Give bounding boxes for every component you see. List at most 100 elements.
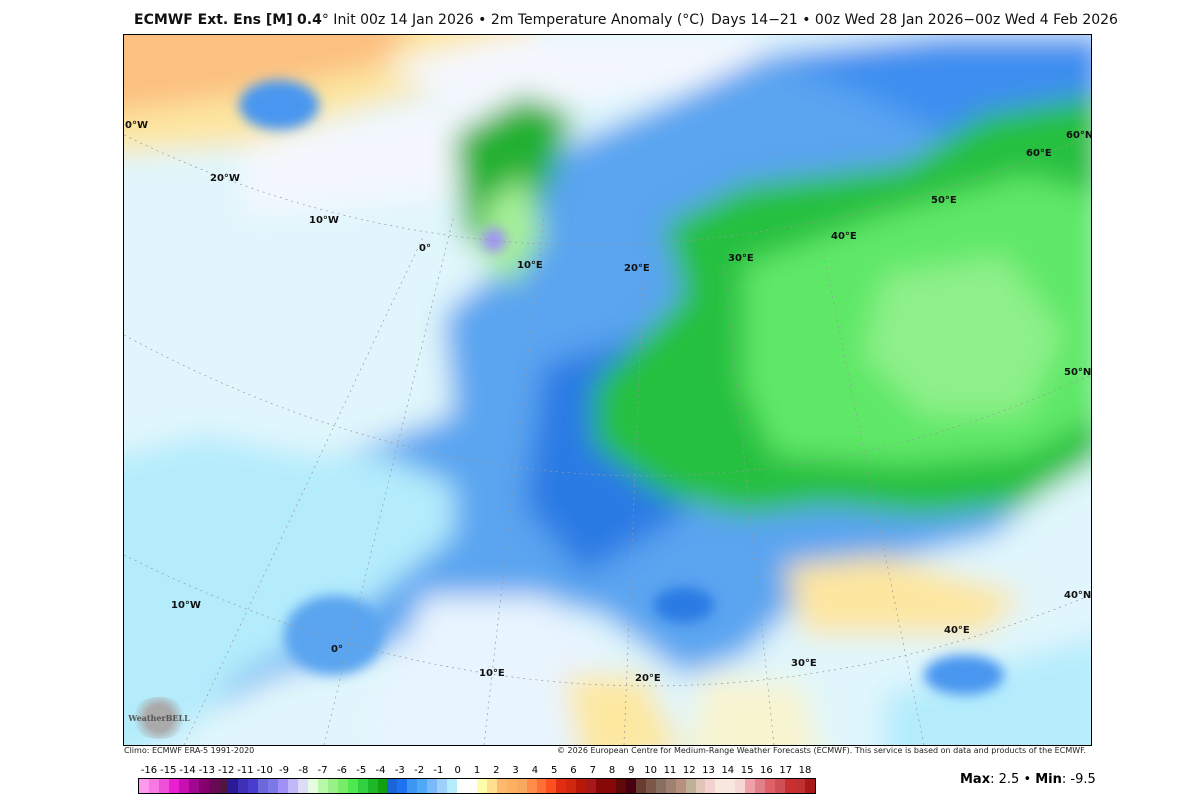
colorbar-label: 0 <box>454 765 461 776</box>
colorbar-label: 9 <box>628 765 635 776</box>
colorbar-label: -15 <box>160 765 177 776</box>
colorbar-label: 10 <box>644 765 658 776</box>
colorbar-swatch <box>228 779 239 793</box>
colorbar-swatch <box>576 779 587 793</box>
grid-label: 50°E <box>931 195 957 206</box>
colorbar-swatch <box>377 779 388 793</box>
colorbar-swatch <box>526 779 537 793</box>
colorbar-label: -4 <box>375 765 386 776</box>
colorbar-swatch <box>258 779 269 793</box>
colorbar-swatch <box>218 779 229 793</box>
colorbar-label: -13 <box>198 765 216 776</box>
grid-label: 0°W <box>125 120 148 131</box>
colorbar-swatch <box>516 779 527 793</box>
logo-text: WeatherBELL <box>128 713 190 723</box>
colorbar-label: 12 <box>682 765 696 776</box>
colorbar-swatch <box>268 779 279 793</box>
colorbar-swatch <box>168 779 179 793</box>
colorbar-swatch <box>556 779 567 793</box>
colorbar-label: 14 <box>721 765 735 776</box>
colorbar-swatch <box>705 779 716 793</box>
colorbar-swatch <box>307 779 318 793</box>
grid-label: 60°N <box>1066 130 1092 141</box>
colorbar-swatch <box>804 779 815 793</box>
colorbar-swatch <box>506 779 517 793</box>
colorbar-swatch <box>397 779 408 793</box>
colorbar-swatch <box>466 779 477 793</box>
colorbar-swatch <box>437 779 448 793</box>
colorbar-swatch <box>655 779 666 793</box>
colorbar-swatch <box>606 779 616 793</box>
colorbar-label: -9 <box>279 765 290 776</box>
colorbar-swatch <box>248 779 259 793</box>
grid-label: 0° <box>331 644 343 655</box>
colorbar-swatch <box>794 779 805 793</box>
colorbar-swatch <box>139 779 149 793</box>
grid-label: 50°N <box>1064 367 1092 378</box>
colorbar-swatch <box>417 779 428 793</box>
valid-period: Days 14−21 • 00z Wed 28 Jan 2026−00z Wed… <box>711 12 1118 28</box>
max-min-stats: Max: 2.5 • Min: -9.5 <box>960 772 1096 787</box>
colorbar-swatch <box>288 779 298 793</box>
colorbar-label: -3 <box>394 765 405 776</box>
colorbar-swatch <box>486 779 497 793</box>
grid-label: 20°E <box>635 673 661 684</box>
colorbar-swatch <box>755 779 766 793</box>
colorbar-swatch <box>407 779 418 793</box>
anomaly-map: 0°W 20°W 10°W 0° 10°E 20°E 30°E 40°E 50°… <box>123 34 1092 746</box>
colorbar-label: 16 <box>760 765 773 776</box>
colorbar-label: 3 <box>512 765 519 776</box>
colorbar-label: -8 <box>298 765 309 776</box>
copyright: © 2026 European Centre for Medium-Range … <box>557 746 1086 755</box>
colorbar-label: -10 <box>256 765 273 776</box>
colorbar-label: 11 <box>663 765 677 776</box>
resolution: 0.4 <box>297 12 322 28</box>
anomaly-field <box>124 35 1091 745</box>
colorbar-swatch <box>178 779 189 793</box>
grid-label: 60°E <box>1026 148 1052 159</box>
colorbar-swatch <box>715 779 726 793</box>
colorbar-swatch <box>427 779 438 793</box>
min-value: -9.5 <box>1070 772 1096 787</box>
colorbar-swatch <box>337 779 348 793</box>
colorbar-swatch <box>725 779 736 793</box>
colorbar-swatch <box>367 779 378 793</box>
colorbar-swatch <box>765 779 775 793</box>
colorbar-swatch <box>645 779 656 793</box>
colorbar-swatch <box>566 779 577 793</box>
colorbar-swatch <box>148 779 159 793</box>
colorbar-swatch <box>695 779 706 793</box>
colorbar-label: 8 <box>608 765 616 776</box>
colorbar-label: -11 <box>237 765 254 776</box>
colorbar <box>138 778 816 794</box>
colorbar-swatch <box>625 779 636 793</box>
colorbar-label: -2 <box>414 765 425 776</box>
chart-title: ECMWF Ext. Ens [M] 0.4° Init 00z 14 Jan … <box>134 12 705 28</box>
grid-label: 10°W <box>171 600 201 611</box>
colorbar-label: 15 <box>740 765 754 776</box>
colorbar-swatch <box>238 779 249 793</box>
colorbar-label: 13 <box>702 765 715 776</box>
model-name: ECMWF Ext. Ens [M] <box>134 12 293 28</box>
grid-label: 40°E <box>831 231 857 242</box>
colorbar-swatch <box>685 779 696 793</box>
grid-label: 30°E <box>791 658 817 669</box>
colorbar-label: 18 <box>798 765 812 776</box>
colorbar-swatch <box>635 779 646 793</box>
colorbar-label: -5 <box>356 765 367 776</box>
colorbar-swatch <box>347 779 358 793</box>
colorbar-label: -6 <box>336 765 347 776</box>
colorbar-label: -7 <box>317 765 328 776</box>
grid-label: 0° <box>419 243 431 254</box>
colorbar-swatch <box>278 779 289 793</box>
min-label: Min <box>1035 772 1062 787</box>
colorbar-swatch <box>317 779 328 793</box>
grid-label: 20°E <box>624 263 650 274</box>
colorbar-label: 5 <box>550 765 558 776</box>
colorbar-swatch <box>496 779 507 793</box>
colorbar-label: 17 <box>779 765 793 776</box>
colorbar-label: -1 <box>433 765 444 776</box>
colorbar-swatch <box>208 779 219 793</box>
max-value: 2.5 <box>998 772 1020 787</box>
colorbar-label: -14 <box>179 765 196 776</box>
